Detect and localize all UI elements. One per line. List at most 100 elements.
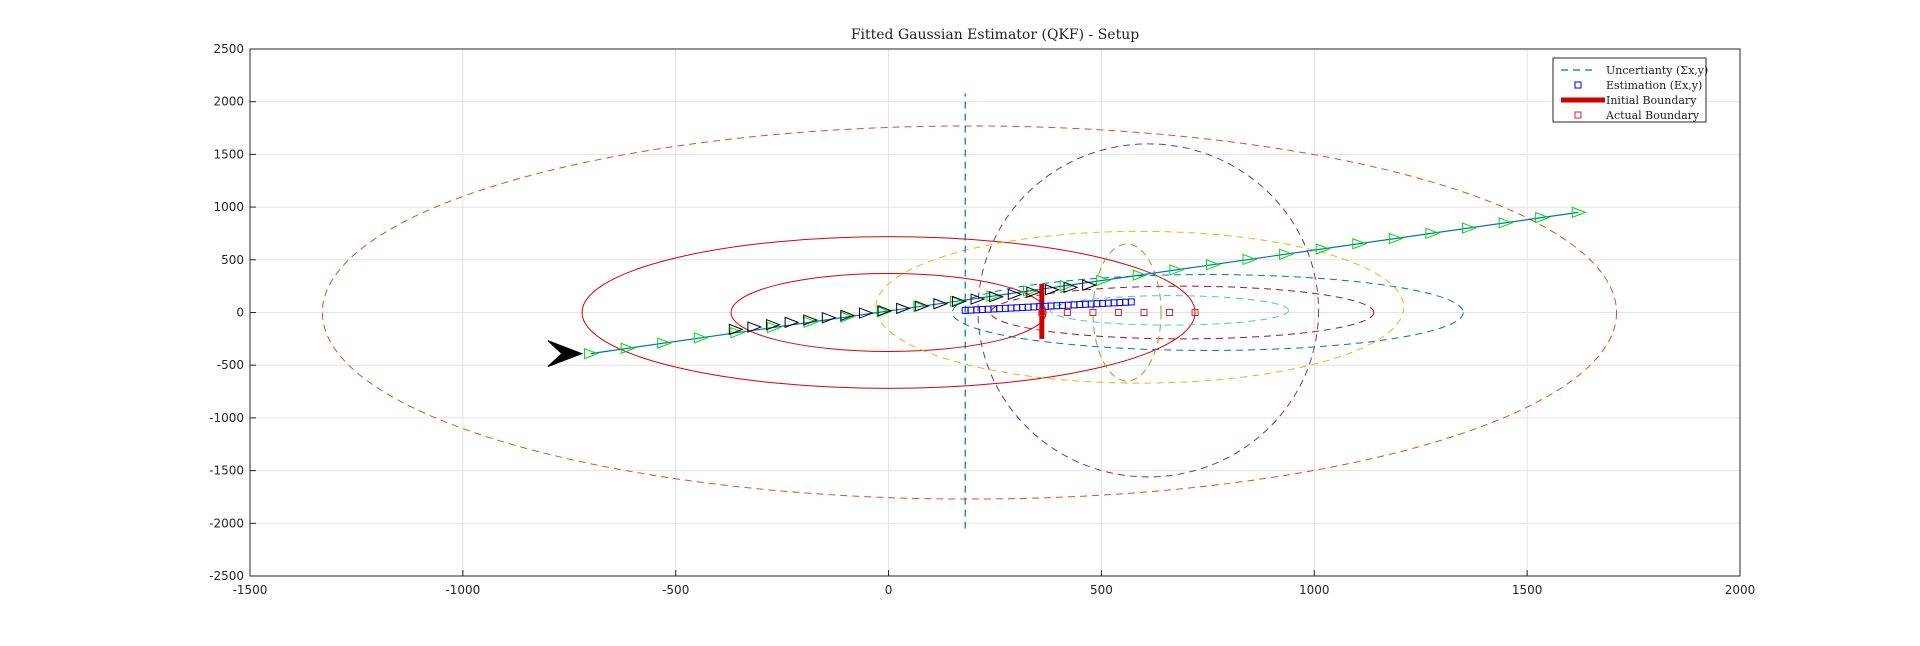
green-track-marker (1425, 227, 1441, 240)
uncertainty-ellipse (321, 125, 1618, 500)
grid-lines (249, 48, 1741, 577)
y-tick-label: 0 (236, 306, 244, 320)
actual-boundary-marker (1063, 309, 1071, 316)
uncertainty-ellipse (1092, 243, 1162, 382)
black-track-marker (896, 302, 912, 315)
trajectory-lines (590, 93, 1579, 529)
estimation-marker (1030, 303, 1038, 311)
y-tick-label: -2000 (209, 516, 244, 530)
estimation-marker (1093, 300, 1101, 308)
black-track-marker (821, 311, 837, 324)
black-track-marker (951, 295, 967, 308)
black-track-marker (1026, 286, 1042, 298)
uncertainty-ellipses (321, 125, 1618, 500)
estimation-marker (1127, 298, 1135, 306)
y-axis: -2500 -2000 -1500 -1000 -500 0 500 1000 1500 2000… (209, 42, 256, 583)
green-track-marker (1279, 248, 1294, 260)
green-track-marker (766, 321, 782, 334)
x-tick-label: -500 (662, 583, 689, 597)
black-track-marker (747, 321, 763, 333)
plot-area (321, 93, 1618, 529)
green-track-marker (1242, 253, 1258, 266)
actual-boundary-marker (1114, 309, 1122, 316)
estimation-marker (1070, 301, 1078, 309)
black-track-marker (970, 293, 986, 305)
green-track-marker (876, 306, 892, 318)
legend-box (1552, 57, 1707, 123)
uncertainty-ellipse (951, 274, 1464, 351)
green-track-marker (730, 326, 746, 339)
x-tick-label: 1500 (1512, 583, 1543, 597)
green-track-marker (1535, 211, 1551, 224)
y-tick-label: -500 (217, 358, 244, 372)
actual-boundary-marker (1140, 309, 1148, 316)
estimation-marker (1081, 300, 1089, 308)
actual-boundary-marker (1191, 309, 1199, 316)
black-track-marker (766, 318, 781, 331)
black-track-marker (1007, 288, 1023, 301)
x-tick-label: 1000 (1299, 583, 1330, 597)
y-tick-label: 500 (221, 253, 244, 267)
green-track-marker (1352, 238, 1368, 250)
green-track-marker (949, 295, 965, 308)
green-track-marker (1132, 269, 1148, 281)
markers (547, 206, 1587, 368)
boundary-circle (581, 236, 1196, 389)
actual-boundary-marker (1038, 309, 1046, 316)
x-tick-label: 0 (885, 583, 893, 597)
legend-label: Actual Boundary (1605, 109, 1700, 122)
y-tick-label: 2000 (213, 95, 244, 109)
legend-label: Initial Boundary (1606, 94, 1697, 107)
estimation-marker (1099, 299, 1107, 307)
green-track-marker (1169, 264, 1185, 276)
legend-label: Estimation (Ex,y) (1606, 79, 1702, 92)
estimation-marker (973, 306, 981, 314)
black-track-marker (877, 304, 893, 317)
estimation-marker (996, 305, 1004, 313)
black-track-marker (1044, 284, 1060, 296)
green-track-marker (584, 347, 599, 360)
trajectory-line (590, 211, 1579, 355)
uncertainty-ellipse (1049, 295, 1290, 326)
uncertainty-ellipse (990, 285, 1375, 340)
y-tick-label: 1500 (213, 147, 244, 161)
x-tick-label: -1000 (445, 583, 480, 597)
estimation-marker (1013, 304, 1021, 312)
estimation-marker (984, 305, 992, 313)
uncertainty-ellipse (977, 143, 1320, 478)
estimation-marker (1110, 299, 1118, 307)
green-track-marker (1205, 258, 1221, 271)
y-tick-label: 2500 (213, 42, 244, 56)
y-tick-label: -1500 (209, 464, 244, 478)
boundary-circle (730, 273, 1047, 352)
actual-boundary-marker (1089, 309, 1097, 316)
green-track-marker (620, 342, 636, 355)
uncertainty-ellipse (875, 230, 1405, 384)
black-track-marker (784, 316, 800, 329)
black-track-marker (803, 314, 819, 326)
green-track-marker (1388, 232, 1404, 245)
legend: Uncertianty (Σx,y) Estimation (Ex,y) Initi… (1552, 57, 1708, 123)
green-track-marker (1498, 217, 1514, 229)
green-track-marker (1461, 222, 1477, 234)
black-track-marker (1082, 279, 1098, 291)
estimation-marker (1001, 304, 1009, 312)
estimation-marker (1104, 299, 1112, 307)
estimation-marker (1024, 303, 1032, 311)
x-axis: -1500 -1000 -500 0 500 1000 1500 2000 (233, 570, 1755, 597)
legend-swatch (1574, 111, 1582, 119)
y-tick-label: -2500 (209, 569, 244, 583)
estimation-marker (1122, 298, 1130, 306)
estimation-marker (978, 306, 986, 314)
estimation-marker (1059, 301, 1067, 309)
green-track-marker (1096, 274, 1112, 287)
y-tick-label: -1000 (209, 411, 244, 425)
black-track-marker (728, 323, 744, 336)
x-tick-label: -1500 (233, 583, 268, 597)
black-track-marker (989, 291, 1005, 303)
black-track-marker (914, 300, 930, 312)
estimation-marker (1007, 304, 1015, 312)
legend-label: Uncertianty (Σx,y) (1606, 64, 1708, 77)
legend-swatch (1574, 81, 1582, 89)
